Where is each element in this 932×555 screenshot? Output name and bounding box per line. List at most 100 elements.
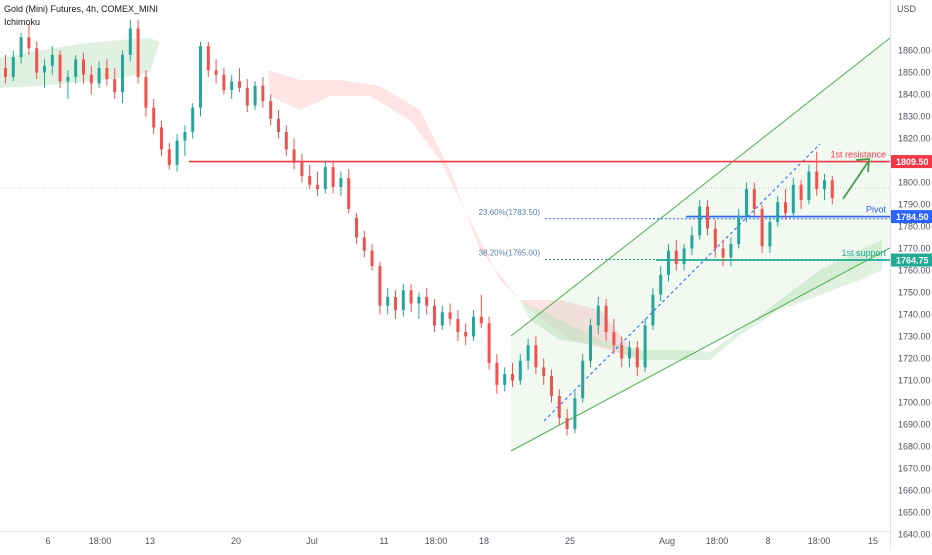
indicator-label: Ichimoku — [4, 17, 40, 27]
candle — [214, 59, 218, 84]
candle — [487, 316, 491, 370]
candle-body — [487, 323, 491, 363]
candle-body — [4, 68, 7, 77]
channel-upper-line — [510, 37, 891, 337]
candle-body — [534, 345, 538, 368]
candle — [472, 310, 475, 341]
time-tick-label: 18 — [479, 536, 489, 546]
candle — [823, 173, 826, 201]
price-levels: 1st resistance Pivot 1st support 23.60%(178… — [0, 150, 890, 261]
candle — [565, 409, 569, 436]
candle-body — [331, 167, 335, 187]
time-tick-label: 18:00 — [425, 536, 448, 546]
candle — [784, 189, 787, 220]
candle — [74, 54, 78, 84]
candle — [152, 98, 156, 135]
channel-mid-line — [543, 143, 821, 422]
candle — [183, 125, 187, 157]
price-tick-label: 1640.00 — [898, 530, 931, 540]
candle — [628, 340, 631, 368]
candle-body — [635, 347, 639, 368]
candle-body — [807, 171, 811, 201]
candle-body — [386, 296, 390, 306]
candle-body — [43, 65, 46, 73]
candle — [27, 24, 31, 55]
candle — [425, 288, 429, 315]
candle — [690, 226, 694, 256]
candle-body — [464, 332, 468, 337]
candle — [791, 178, 795, 218]
candle-body — [378, 266, 382, 306]
candle-body — [706, 206, 709, 229]
candle-body — [292, 149, 296, 163]
candle — [612, 318, 616, 355]
candle-body — [144, 76, 148, 108]
candle-body — [66, 76, 70, 82]
candle-body — [214, 70, 218, 75]
candle — [11, 50, 15, 82]
candle — [643, 318, 647, 372]
candle-body — [89, 74, 93, 84]
candle-body — [830, 180, 834, 198]
candle — [503, 367, 507, 392]
candle — [82, 52, 85, 84]
price-badge-bg — [891, 210, 932, 224]
candle — [526, 338, 530, 370]
candle-body — [682, 248, 686, 264]
candle-body — [550, 376, 553, 396]
candle — [277, 109, 280, 139]
candle — [144, 70, 148, 117]
price-tick-label: 1720.00 — [898, 354, 931, 364]
candle-body — [752, 189, 756, 209]
price-badge: 1764.75 — [891, 253, 932, 267]
time-axis: 6 18:00 13 20 Jul 11 18:00 18 25 Aug 18:00 8 18:00 15 — [0, 531, 890, 546]
candle-body — [160, 127, 163, 150]
candle — [355, 213, 358, 245]
candle — [316, 171, 319, 196]
candlesticks — [4, 19, 834, 436]
candle — [651, 288, 655, 330]
candle — [19, 32, 23, 64]
candle — [199, 41, 202, 117]
candle-body — [128, 28, 132, 55]
candle-body — [440, 312, 444, 326]
candle-body — [113, 79, 117, 93]
candle-body — [620, 345, 624, 359]
candle — [518, 354, 522, 385]
candle-body — [300, 162, 304, 176]
candle-body — [737, 215, 741, 245]
time-tick-label: 20 — [231, 536, 241, 546]
candle-body — [604, 305, 608, 333]
candle-body — [690, 235, 694, 249]
candle — [300, 153, 304, 183]
candle — [620, 336, 624, 368]
candle-body — [230, 81, 234, 91]
time-tick-label: Jul — [306, 536, 318, 546]
price-tick-label: 1690.00 — [898, 420, 931, 430]
candle — [667, 244, 670, 282]
candle-body — [82, 59, 85, 75]
time-tick-label: 11 — [379, 536, 388, 546]
price-tick-label: 1760.00 — [898, 266, 931, 276]
ascending-channel — [510, 37, 891, 452]
candle — [745, 182, 748, 223]
candle — [729, 237, 733, 267]
candle-body — [643, 325, 647, 368]
candle — [721, 239, 725, 267]
candle-body — [269, 101, 273, 119]
candle — [113, 68, 117, 99]
candle-body — [628, 347, 631, 359]
candle — [261, 76, 265, 108]
candle-body — [518, 360, 522, 381]
candle — [596, 296, 600, 335]
candle — [167, 142, 171, 170]
candle-body — [433, 305, 436, 326]
candle — [331, 160, 335, 194]
candle — [776, 195, 780, 227]
candle — [66, 70, 70, 99]
candle — [768, 215, 772, 253]
candle-body — [472, 316, 475, 337]
candle-body — [277, 118, 280, 132]
